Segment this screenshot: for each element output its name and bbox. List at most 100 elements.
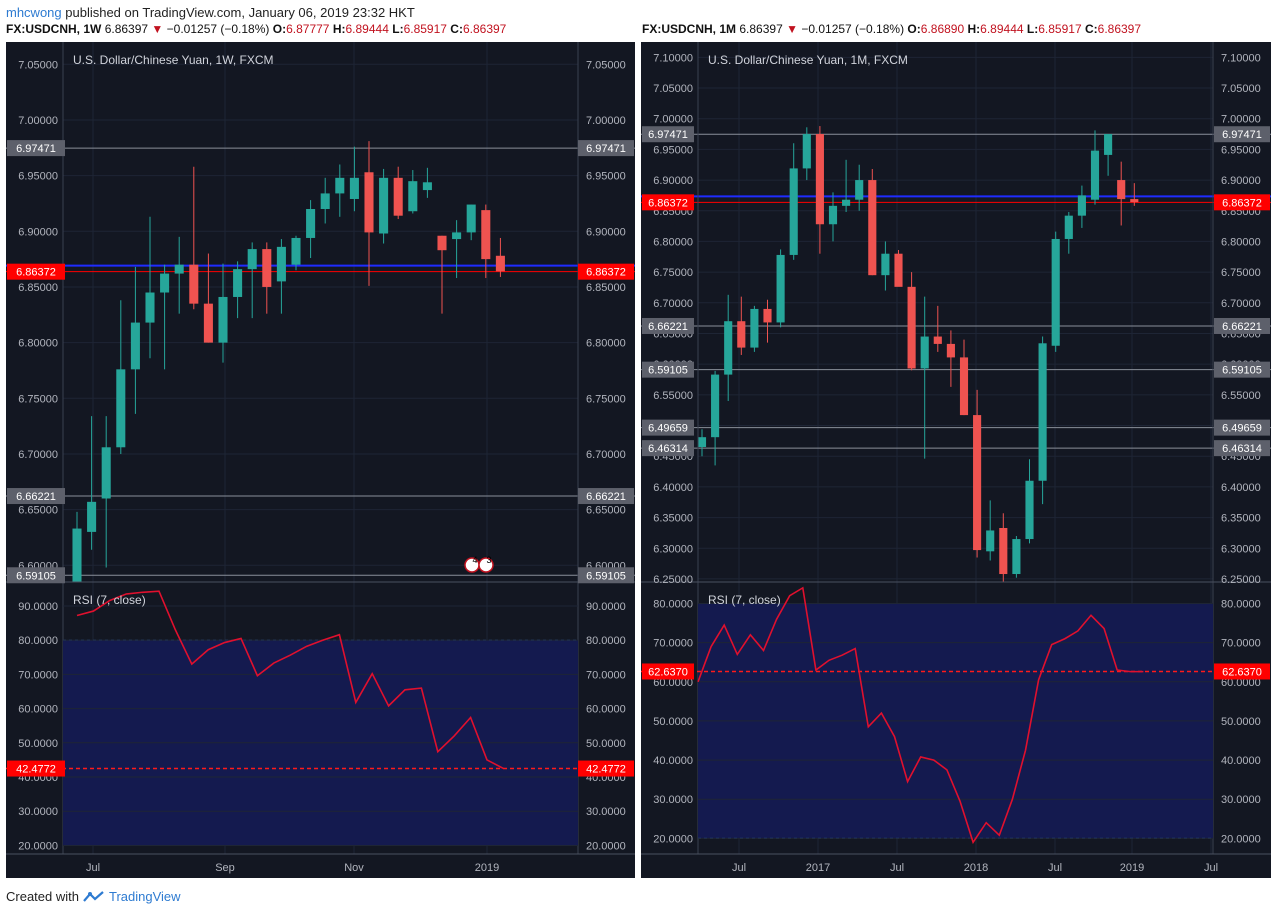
- price-axis-label-left: 7.00000: [18, 115, 58, 127]
- price-axis-label-right: 6.95000: [1221, 144, 1261, 156]
- candle-body: [130, 322, 140, 370]
- price-axis-label-left: 6.70000: [653, 298, 693, 310]
- price-axis-label-right: 6.80000: [1221, 236, 1261, 248]
- level-tag-right: 6.59105: [586, 570, 626, 582]
- candle: [116, 300, 126, 454]
- candle: [842, 159, 851, 212]
- candle-body: [452, 232, 462, 240]
- candle: [452, 220, 462, 279]
- event-marker-count: 4: [472, 555, 477, 565]
- candle-body: [973, 415, 982, 551]
- rsi-current-tag-left-bg: [7, 760, 65, 777]
- candle-body: [466, 204, 476, 233]
- candle: [320, 177, 330, 224]
- footer: Created with TradingView: [6, 889, 181, 904]
- level-tag-left-bg: [642, 419, 694, 436]
- rsi-axis-label-left: 50.0000: [653, 716, 693, 728]
- price-axis-label-left: 6.95000: [653, 144, 693, 156]
- level-tag-left: 6.46314: [648, 443, 688, 455]
- high-value: 6.89444: [345, 22, 389, 36]
- candle: [959, 339, 969, 416]
- candle-body: [364, 172, 374, 233]
- candle-body: [946, 343, 955, 358]
- candle-body: [1025, 480, 1034, 540]
- level-tag-right: 6.66221: [1222, 321, 1262, 333]
- rsi-axis-label-left: 30.0000: [18, 806, 58, 818]
- candle-body: [276, 246, 286, 282]
- candle-body: [697, 437, 707, 447]
- rsi-axis-label-right: 80.0000: [1221, 599, 1261, 611]
- monthly-chart[interactable]: 7.10000 7.10000 7.05000 7.05000 7.00000 7.000…: [641, 42, 1271, 878]
- rsi-current-tag-right: 42.4772: [586, 764, 626, 776]
- symbol-line-right: FX:USDCNH, 1M 6.86397 ▼ −0.01257 (−0.18%…: [642, 22, 1142, 36]
- candle-body: [789, 168, 798, 255]
- time-axis-label: Sep: [215, 862, 235, 874]
- level-tag-left-bg: [7, 140, 65, 157]
- candle: [364, 141, 374, 286]
- price-change: −0.01257 (−0.18%): [801, 22, 905, 36]
- price-axis-label-right: 6.65000: [586, 505, 626, 517]
- rsi-current-tag-right-bg: [1214, 663, 1270, 680]
- candle-body: [855, 180, 864, 200]
- tradingview-link[interactable]: TradingView: [108, 889, 181, 904]
- level-tag-right-bg: [578, 567, 634, 584]
- weekly-chart[interactable]: 4 3 7.05000 7.05000 7.00000 7.00000 6.95000 6.9…: [6, 42, 635, 878]
- candle: [130, 266, 140, 414]
- candle-body: [999, 528, 1008, 575]
- price-axis-label-right: 6.75000: [586, 393, 626, 405]
- price-axis-label-right: 6.70000: [586, 449, 626, 461]
- candle: [986, 500, 995, 561]
- price-axis-label-right: 6.95000: [586, 171, 626, 183]
- level-tag-right-bg: [578, 488, 634, 505]
- candle: [750, 305, 759, 352]
- time-axis-label: Jul: [86, 862, 100, 874]
- close-value: 6.86397: [462, 22, 507, 36]
- candle: [946, 330, 955, 387]
- candle: [815, 126, 824, 254]
- tradingview-logo-icon: [83, 890, 104, 902]
- candle: [1077, 185, 1086, 228]
- current-price-tag-left: 6.86372: [648, 197, 688, 209]
- candle-body: [1012, 539, 1021, 575]
- candle: [174, 236, 184, 314]
- candle: [933, 305, 942, 352]
- level-tag-left-bg: [7, 488, 65, 505]
- price-axis-label-right: 7.10000: [1221, 52, 1261, 64]
- level-tag-right-bg: [578, 140, 634, 157]
- rsi-title: RSI (7, close): [73, 593, 146, 607]
- candle: [973, 389, 982, 558]
- price-axis-label-left: 7.05000: [653, 83, 693, 95]
- candle: [1130, 183, 1139, 206]
- candle-body: [437, 235, 447, 251]
- candle: [72, 511, 82, 582]
- price-axis-label-right: 6.30000: [1221, 543, 1261, 555]
- level-tag-right-bg: [1214, 317, 1270, 334]
- rsi-axis-label-left: 20.0000: [18, 840, 58, 852]
- candle-body: [218, 296, 228, 343]
- down-arrow-icon: ▼: [786, 22, 798, 36]
- price-axis-label-right: 7.05000: [1221, 83, 1261, 95]
- price-axis-label-left: 6.55000: [653, 390, 693, 402]
- candle-body: [408, 181, 418, 212]
- level-tag-right: 6.66221: [586, 491, 626, 503]
- low-value: 6.85917: [1038, 22, 1082, 36]
- candle-body: [393, 177, 403, 216]
- rsi-axis-label-left: 60.0000: [653, 677, 693, 689]
- price-axis-label-left: 6.70000: [18, 449, 58, 461]
- candle: [247, 242, 257, 319]
- level-tag-left-bg: [642, 126, 694, 143]
- level-tag-left: 6.97471: [16, 143, 56, 155]
- price-axis-label-left: 6.30000: [653, 543, 693, 555]
- candle: [87, 416, 97, 550]
- down-arrow-icon: ▼: [151, 22, 164, 36]
- author-link[interactable]: mhcwong: [6, 5, 62, 20]
- candle-body: [262, 249, 272, 287]
- price-axis-label-left: 6.80000: [653, 236, 693, 248]
- candle-body: [959, 357, 969, 416]
- event-marker-icon: [478, 557, 494, 573]
- time-axis-label: Jul: [1048, 862, 1062, 874]
- event-marker-count: 3: [486, 555, 491, 565]
- level-tag-left-bg: [642, 361, 694, 378]
- price-axis-label-right: 6.90000: [586, 226, 626, 238]
- candle: [881, 241, 890, 291]
